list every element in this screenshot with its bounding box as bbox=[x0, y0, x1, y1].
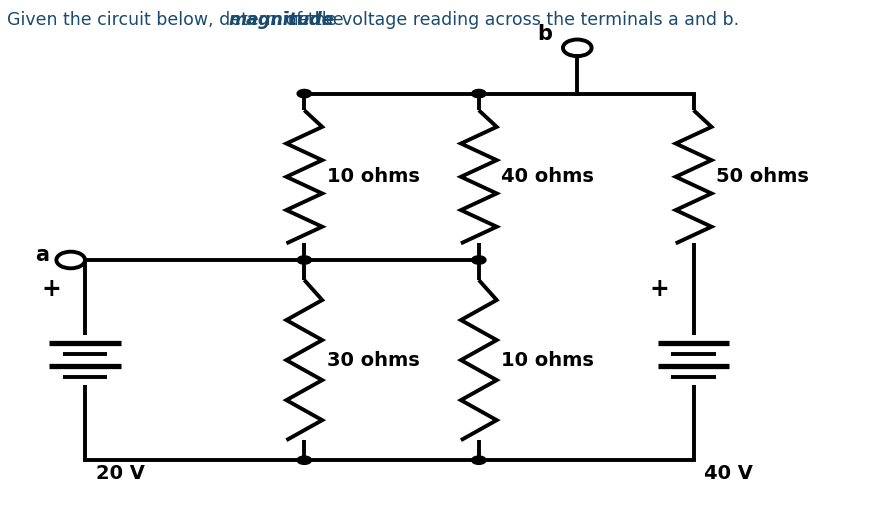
Text: 40 ohms: 40 ohms bbox=[501, 167, 594, 186]
Circle shape bbox=[471, 456, 485, 464]
Text: 40 V: 40 V bbox=[704, 464, 753, 484]
Text: magnitude: magnitude bbox=[229, 11, 334, 30]
Text: +: + bbox=[649, 277, 669, 301]
Circle shape bbox=[297, 256, 311, 264]
Circle shape bbox=[297, 456, 311, 464]
Text: 10 ohms: 10 ohms bbox=[501, 350, 594, 370]
Text: +: + bbox=[41, 277, 61, 301]
Circle shape bbox=[297, 89, 311, 98]
Text: 10 ohms: 10 ohms bbox=[326, 167, 419, 186]
Text: b: b bbox=[536, 24, 552, 44]
Text: of the voltage reading across the terminals a and b.: of the voltage reading across the termin… bbox=[280, 11, 738, 30]
Text: Given the circuit below, determine the: Given the circuit below, determine the bbox=[7, 11, 349, 30]
Text: 20 V: 20 V bbox=[96, 464, 145, 484]
Text: 30 ohms: 30 ohms bbox=[326, 350, 419, 370]
Text: a: a bbox=[35, 245, 49, 265]
Circle shape bbox=[471, 256, 485, 264]
Text: 50 ohms: 50 ohms bbox=[715, 167, 808, 186]
Circle shape bbox=[471, 89, 485, 98]
